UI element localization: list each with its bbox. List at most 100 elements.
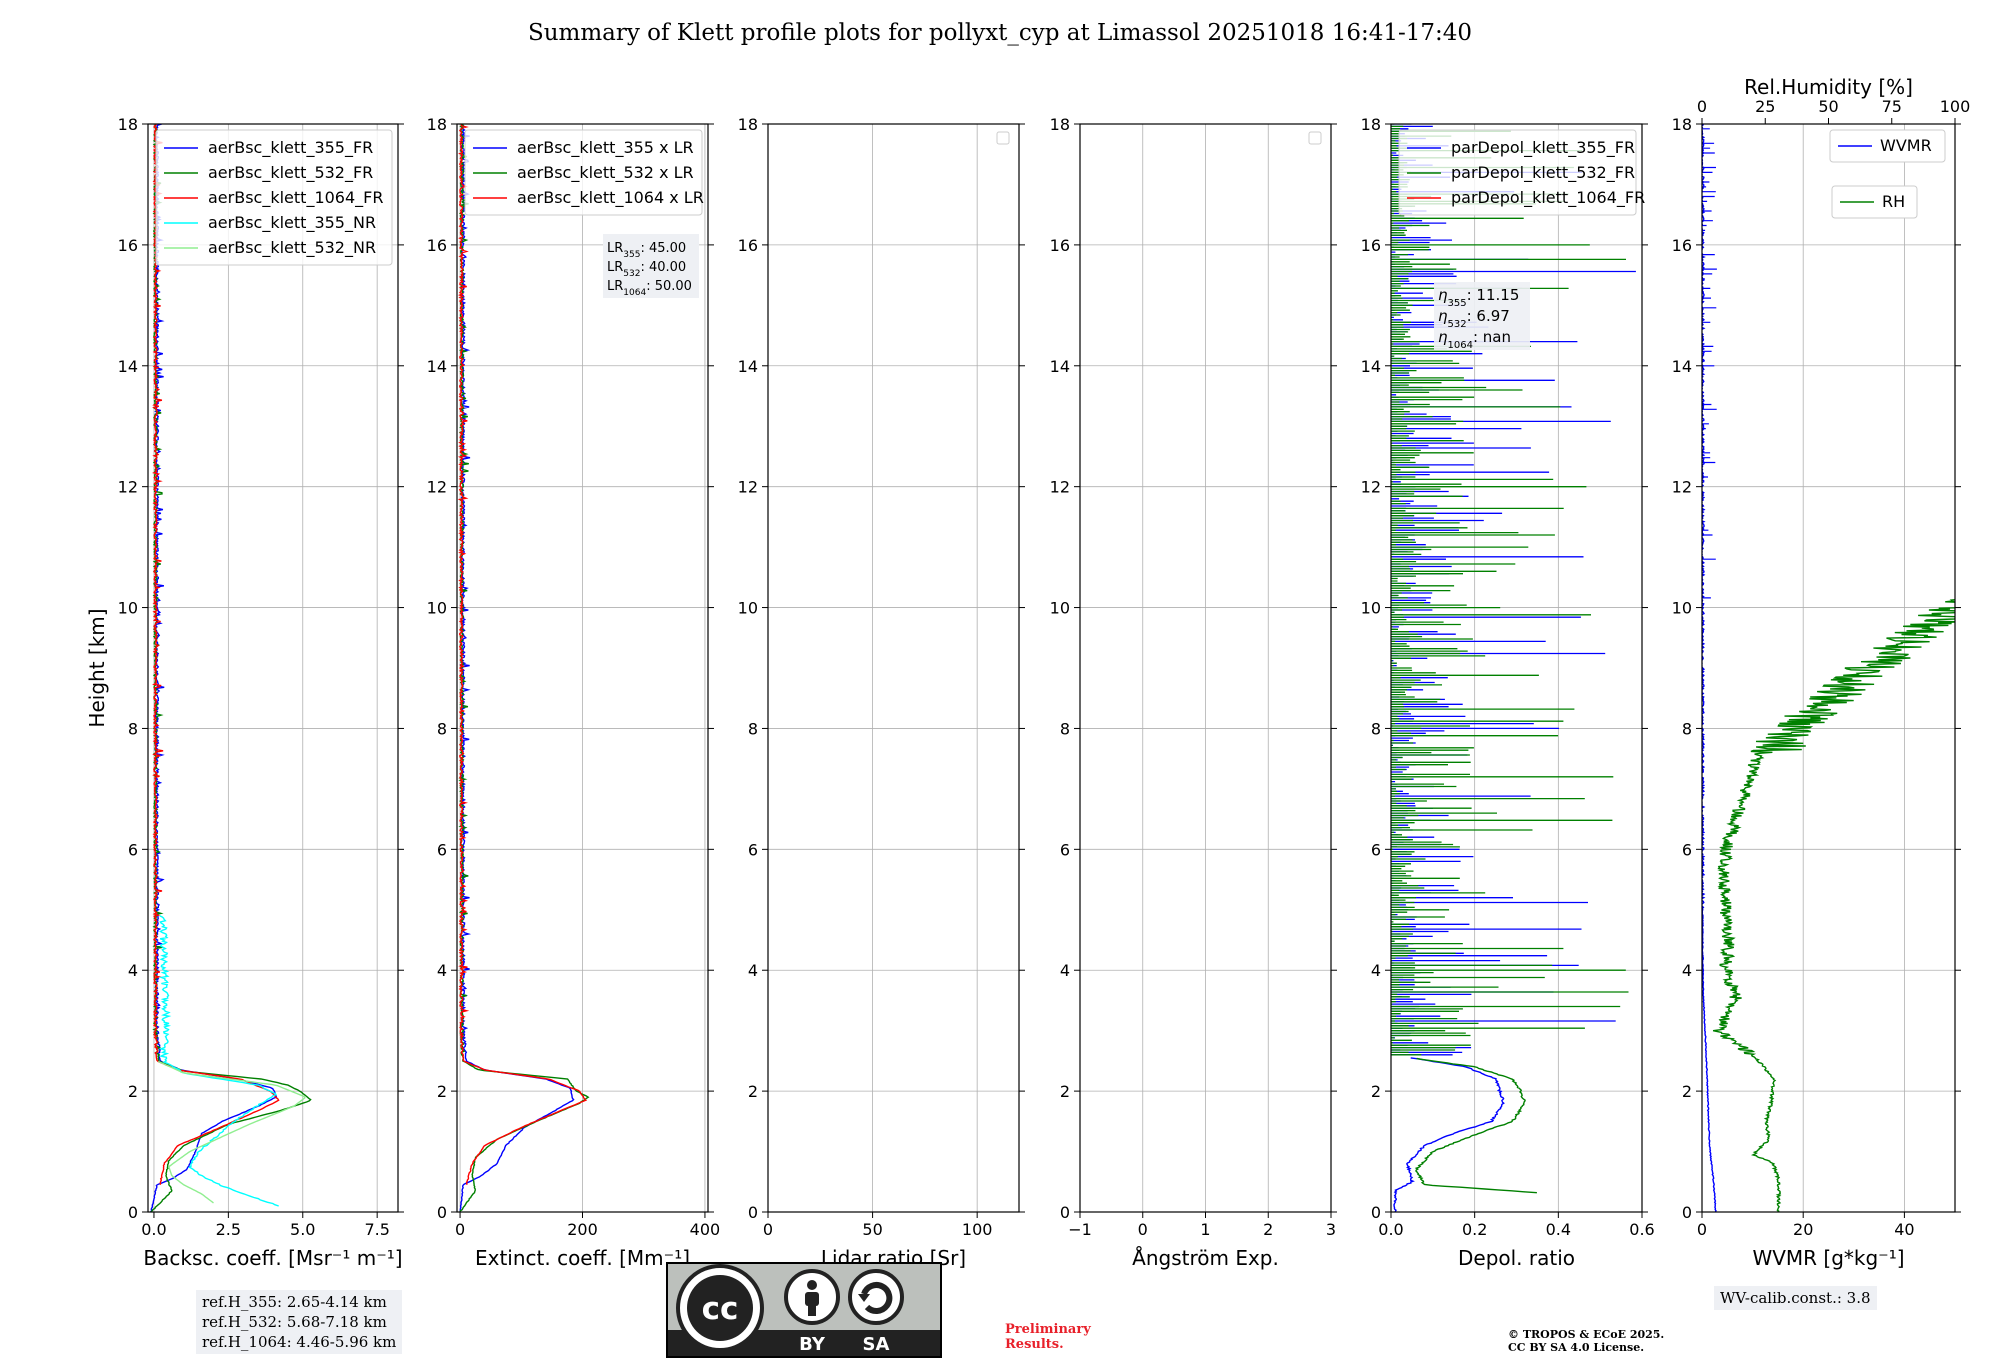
x-tick-label: 40 xyxy=(1894,1220,1914,1239)
y-tick-label: 6 xyxy=(1060,840,1070,859)
series-line-RH xyxy=(1712,599,1955,1212)
x-tick-label: 50 xyxy=(862,1220,882,1239)
legend-label: parDepol_klett_1064_FR xyxy=(1451,188,1645,208)
panel-1: 0.0 2.5 5.0 7.5 0 2 4 6 8 10 12 14 16 18 Backsc. coeff… xyxy=(118,115,404,1270)
series-noise-parDepol_klett_532_FR xyxy=(1391,124,1629,1056)
eta-1064: η1064: nan xyxy=(1438,328,1511,351)
reference-heights-box: ref.H_355: 2.65-4.14 km ref.H_532: 5.68-… xyxy=(196,1290,403,1354)
copyright-line-2: CC BY SA 4.0 License. xyxy=(1508,1341,1645,1354)
y-tick-label: 18 xyxy=(1672,115,1692,134)
lidar-ratio-355: LR355: 45.00 xyxy=(607,241,686,260)
y-tick-label: 16 xyxy=(1361,236,1381,255)
y-tick-label: 16 xyxy=(738,236,758,255)
y-tick-label: 0 xyxy=(1371,1203,1381,1222)
panel-frame xyxy=(767,123,1020,1213)
y-tick-label: 0 xyxy=(437,1203,447,1222)
x-tick-label: 0.0 xyxy=(141,1220,166,1239)
legend-label: aerBsc_klett_1064_FR xyxy=(208,188,383,208)
cc-icon: cc xyxy=(676,1264,764,1352)
x-tick-label: 0 xyxy=(1138,1220,1148,1239)
y-tick-label: 8 xyxy=(1682,719,1692,738)
cc-license-badge: cc BY SA xyxy=(666,1262,942,1358)
y-tick-label: 0 xyxy=(1060,1203,1070,1222)
x-tick-label: 0.4 xyxy=(1546,1220,1571,1239)
y-tick-label: 12 xyxy=(118,478,138,497)
y-tick-label: 14 xyxy=(1050,357,1070,376)
legend-label: RH xyxy=(1882,192,1905,211)
y-tick-label: 2 xyxy=(1682,1082,1692,1101)
preliminary-line-1: Preliminary xyxy=(1005,1322,1091,1337)
y-tick-label: 4 xyxy=(1060,961,1070,980)
legend-label: aerBsc_klett_355_FR xyxy=(208,138,373,158)
panel-5: 0.0 0.2 0.4 0.6 0 2 4 6 8 10 12 14 16 18 Depol. ratio p… xyxy=(1361,115,1655,1270)
y-tick-label: 6 xyxy=(1682,840,1692,859)
lidar-ratio-532: LR532: 40.00 xyxy=(607,260,686,279)
empty-legend-box xyxy=(996,131,1010,145)
y-tick-label: 18 xyxy=(1361,115,1381,134)
y-tick-label: 4 xyxy=(437,961,447,980)
cc-badge-graphic: cc BY SA xyxy=(668,1264,940,1356)
x-tick-label: 7.5 xyxy=(364,1220,389,1239)
lidar-ratio-bg xyxy=(603,234,699,298)
x-tick-label: 5.0 xyxy=(290,1220,315,1239)
cc-sa-label: SA xyxy=(863,1334,890,1355)
x-tick-label: 2.5 xyxy=(216,1220,241,1239)
y-tick-label: 8 xyxy=(1060,719,1070,738)
series-group xyxy=(1702,124,1955,1212)
series-line-aerBsc_klett_532_NR xyxy=(158,1060,306,1204)
y-tick-label: 14 xyxy=(427,357,447,376)
y-tick-label: 4 xyxy=(1682,961,1692,980)
y-tick-label: 8 xyxy=(128,719,138,738)
y-tick-label: 16 xyxy=(1050,236,1070,255)
series-line-aerBsc_klett_355_NR xyxy=(158,915,279,1207)
top-x-tick-label: 100 xyxy=(1940,97,1971,116)
y-tick-label: 2 xyxy=(128,1082,138,1101)
y-tick-label: 6 xyxy=(748,840,758,859)
x-tick-label: 0 xyxy=(455,1220,465,1239)
x-tick-label: 0.2 xyxy=(1462,1220,1487,1239)
y-tick-label: 14 xyxy=(118,357,138,376)
preliminary-note: Preliminary Results. xyxy=(1005,1322,1091,1352)
series-spikes-WVMR xyxy=(1702,128,1717,599)
y-tick-label: 6 xyxy=(128,840,138,859)
x-axis-label: WVMR [g*kg⁻¹] xyxy=(1752,1246,1904,1270)
y-tick-label: 4 xyxy=(1371,961,1381,980)
legend-rh: RH xyxy=(1831,185,1918,219)
series-line-parDepol_klett_532_FR xyxy=(1414,1057,1537,1194)
y-tick-label: 6 xyxy=(1371,840,1381,859)
legend-frame xyxy=(155,129,393,266)
y-tick-label: 12 xyxy=(1361,478,1381,497)
eta-355: η355: 11.15 xyxy=(1438,286,1519,309)
lidar-ratio-1064: LR1064: 50.00 xyxy=(607,279,692,298)
y-tick-label: 2 xyxy=(748,1082,758,1101)
x-tick-label: 0 xyxy=(1697,1220,1707,1239)
y-tick-label: 12 xyxy=(1672,478,1692,497)
svg-text:cc: cc xyxy=(702,1291,739,1327)
legend-wvmr: WVMR xyxy=(1829,129,1946,163)
series-line-aerBsc_klett_355_FR xyxy=(150,124,278,1212)
preliminary-line-2: Results. xyxy=(1005,1337,1064,1352)
y-tick-label: 8 xyxy=(748,719,758,738)
y-axis-label: Height [km] xyxy=(85,608,109,727)
y-tick-label: 12 xyxy=(427,478,447,497)
y-tick-label: 10 xyxy=(1361,599,1381,618)
legend: aerBsc_klett_355_FR aerBsc_klett_532_FRae… xyxy=(155,129,393,266)
y-tick-label: 12 xyxy=(1050,478,1070,497)
legend-label: parDepol_klett_355_FR xyxy=(1451,138,1635,158)
y-tick-label: 4 xyxy=(128,961,138,980)
empty-legend-box xyxy=(1308,131,1322,145)
legend-label: aerBsc_klett_532_FR xyxy=(208,163,373,183)
ref-height-355: ref.H_355: 2.65-4.14 km xyxy=(202,1293,387,1311)
panel-6: 0 20 40 0 2 4 6 8 10 12 14 16 18 WVMR [g*kg⁻¹] 0 25 50 75… xyxy=(1672,75,1971,1270)
y-tick-label: 12 xyxy=(738,478,758,497)
legend-label: aerBsc_klett_355_NR xyxy=(208,213,376,233)
top-x-tick-label: 25 xyxy=(1755,97,1775,116)
y-tick-label: 8 xyxy=(437,719,447,738)
x-tick-label: 0 xyxy=(763,1220,773,1239)
legend-frame xyxy=(464,129,703,216)
x-tick-label: 1 xyxy=(1200,1220,1210,1239)
x-tick-label: 200 xyxy=(567,1220,598,1239)
